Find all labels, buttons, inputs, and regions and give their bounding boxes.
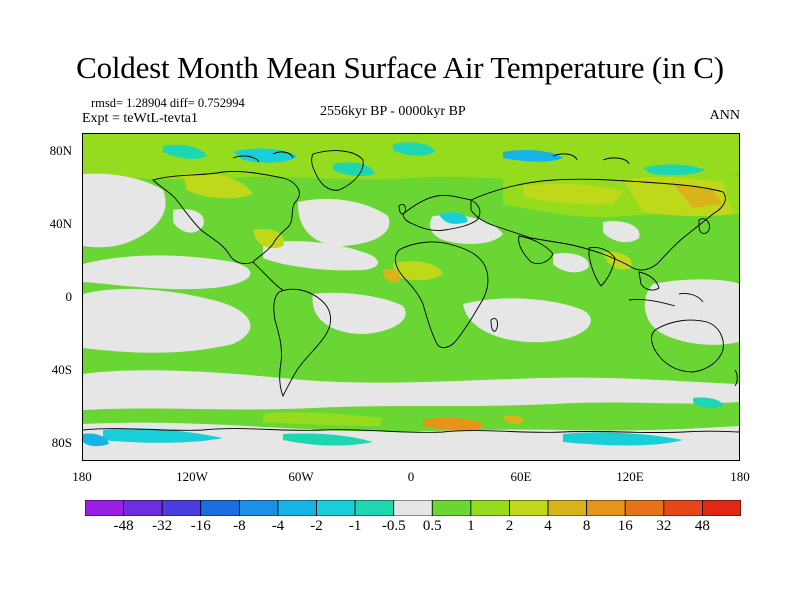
colorbar-label: -2 — [310, 518, 323, 534]
colorbar-swatch — [161, 500, 202, 516]
lon-tick-label: 120W — [176, 469, 208, 484]
colorbar-swatch — [277, 500, 317, 516]
europe-cool — [439, 212, 468, 224]
colorbar-label: -1 — [348, 518, 362, 534]
west-pacific-neutral — [644, 279, 739, 345]
colorbar-swatch — [316, 500, 356, 516]
arctic-band — [83, 134, 739, 180]
antarctic-cool-2 — [283, 433, 373, 446]
lon-tick-label: 180 — [72, 469, 92, 484]
cool-patch-arctic — [393, 142, 435, 156]
tropical-pacific-neutral-north — [83, 255, 251, 290]
lat-tick-label: 80N — [49, 143, 72, 158]
colorbar-label: -0.5 — [381, 518, 406, 534]
colorbar-swatch — [431, 500, 472, 516]
east-siberia-warm — [623, 176, 733, 217]
colorbar-swatch — [624, 500, 665, 516]
colorbar-label: 0.5 — [422, 518, 442, 534]
pacific-neutral-mid — [173, 208, 204, 233]
southern-ocean-neutral — [83, 370, 739, 410]
tibet-neutral — [603, 220, 640, 243]
arctic-cool-3 — [643, 164, 705, 176]
colorbar — [85, 500, 741, 516]
colorbar-swatch — [702, 500, 741, 516]
colorbar-swatch — [393, 500, 433, 516]
colorbar-label: -4 — [271, 518, 285, 534]
colorbar-swatch — [470, 500, 510, 516]
lon-tick-label: 120E — [616, 469, 644, 484]
colorbar-label: 4 — [544, 518, 552, 534]
colorbar-label: 16 — [617, 518, 633, 534]
lon-tick-label: 60W — [288, 469, 314, 484]
colorbar-label: -8 — [233, 518, 246, 534]
ne-asia-hot — [673, 184, 723, 208]
lat-tick-label: 80S — [51, 435, 72, 450]
north-atlantic-neutral — [297, 198, 390, 246]
lon-tick-label: 180 — [730, 469, 750, 484]
us-warm — [253, 228, 284, 249]
antarctic-cool-4 — [83, 433, 109, 447]
lat-tick-label: 0 — [65, 289, 73, 304]
west-africa-hot — [383, 268, 401, 283]
atlantic-neutral-tropics — [263, 241, 378, 271]
north-pacific-neutral — [83, 173, 166, 248]
colorbar-label: 32 — [656, 518, 672, 534]
colorbar-swatch — [354, 500, 395, 516]
antarctic-warm-spot — [423, 417, 483, 431]
southern-ocean-cool — [693, 397, 723, 409]
rmsd-diff-stats: rmsd= 1.28904 diff= 0.752994 — [91, 96, 245, 110]
south-pacific-neutral — [83, 288, 251, 353]
experiment-label: Expt = teWtL-tevta1 — [82, 111, 198, 126]
russia-warm — [523, 184, 623, 205]
arctic-cool-2 — [333, 162, 375, 177]
season-label: ANN — [709, 108, 740, 123]
colorbar-label: -48 — [113, 518, 134, 534]
colorbar-swatch — [123, 500, 163, 516]
alaska-warm — [183, 172, 253, 199]
lat-tick-label: 40N — [49, 216, 72, 231]
colorbar-label: 2 — [505, 518, 514, 534]
colorbar-swatch — [663, 500, 703, 516]
sahara-warm — [393, 261, 443, 281]
temperature-anomaly-map — [82, 133, 740, 461]
colorbar-swatch — [586, 500, 626, 516]
barents-cool — [503, 150, 563, 162]
colorbar-swatch — [200, 500, 240, 516]
colorbar-label: -16 — [190, 518, 211, 534]
lon-tick-label: 60E — [510, 469, 532, 484]
antarctic-cool-3 — [563, 432, 683, 446]
colorbar-swatch — [238, 500, 279, 516]
colorbar-swatch — [547, 500, 588, 516]
colorbar-label: 1 — [467, 518, 475, 534]
colorbar-label: 48 — [694, 518, 710, 534]
colorbar-swatch — [509, 500, 549, 516]
antarctic-cool-1 — [103, 428, 223, 443]
figure-title: Coldest Month Mean Surface Air Temperatu… — [76, 50, 724, 85]
lat-tick-label: 40S — [51, 362, 72, 377]
cool-patch-1 — [163, 144, 207, 159]
arabian-sea-neutral — [553, 252, 589, 273]
antarctic-warm-spot-2 — [503, 415, 524, 424]
colorbar-label: -32 — [152, 518, 173, 534]
india-warm — [603, 251, 632, 270]
colorbar-swatch — [85, 500, 124, 516]
colorbar-label: 8 — [582, 518, 591, 534]
lon-tick-label: 0 — [407, 469, 415, 484]
south-atlantic-neutral — [312, 292, 406, 334]
coastlines — [83, 150, 739, 434]
south-band-warm — [263, 412, 383, 426]
time-period-label: 2556kyr BP - 0000kyr BP — [320, 104, 466, 119]
